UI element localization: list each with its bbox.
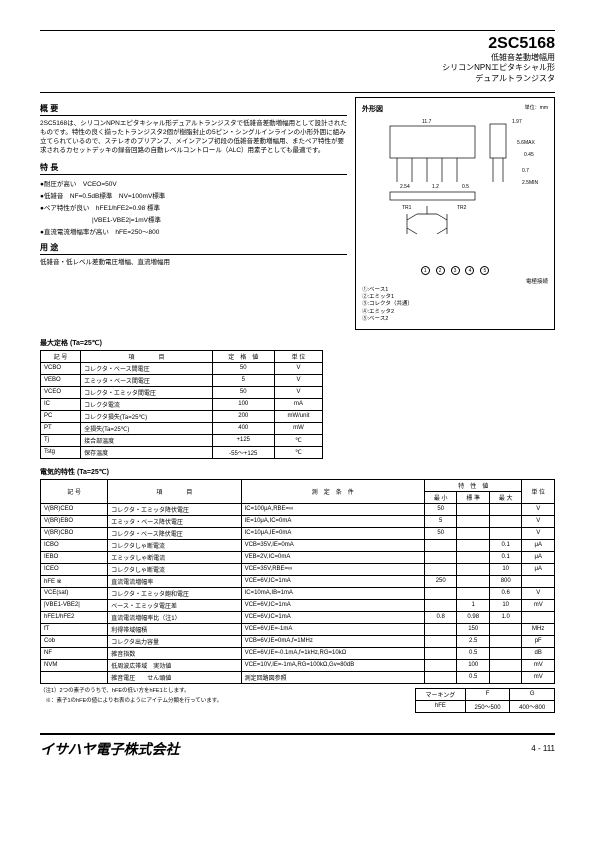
overview-text: 2SC5168は、シリコンNPNエピタキシャル形デュアルトランジスタで低雑音差動…	[40, 119, 347, 155]
svg-text:0.7: 0.7	[522, 168, 529, 174]
feature-item: ●ペア特性が良い hFE1/hFE2=0.98 標準	[40, 202, 347, 212]
header: 2SC5168 低雑音差動増幅用 シリコンNPNエピタキシャル形 デュアルトラン…	[40, 35, 555, 84]
outline-unit: 単位：mm	[525, 104, 548, 114]
header-rule	[40, 92, 555, 93]
abs-max-title: 最大定格 (Ta=25℃)	[40, 338, 555, 348]
pin-4: 4	[465, 266, 474, 275]
part-number: 2SC5168	[40, 35, 555, 53]
pin-5: 5	[480, 266, 489, 275]
feature-item: ●直流電流増幅率が高い hFE=250～800	[40, 226, 347, 236]
svg-text:2.54: 2.54	[400, 184, 410, 190]
svg-text:TR1: TR1	[402, 205, 412, 211]
svg-text:11.7: 11.7	[422, 119, 432, 125]
feature-item: |VBE1-VBE2|=1mV標準	[40, 214, 347, 224]
abs-max-table: 記 号 項 目 定 格 値 単 位 VCBOコレクタ・ベース間電圧50VVEBO…	[40, 350, 323, 459]
pin-1: 1	[421, 266, 430, 275]
left-column: 概 要 2SC5168は、シリコンNPNエピタキシャル形デュアルトランジスタで低…	[40, 97, 347, 330]
svg-text:1.97: 1.97	[512, 119, 522, 125]
subtitle-1: 低雑音差動増幅用	[40, 53, 555, 63]
pin-3: 3	[451, 266, 460, 275]
pin-row: 1 2 3 4 5	[362, 266, 548, 275]
package-diagram: 11.7 1.97 5.6MAX 2.54 1.2 0.5 0.7 0.45 2…	[362, 114, 548, 264]
company-name: イサハヤ電子株式会社	[40, 739, 179, 759]
footer: イサハヤ電子株式会社 4 - 111	[40, 739, 555, 759]
footer-rule	[40, 733, 555, 735]
svg-text:0.45: 0.45	[524, 152, 534, 158]
applications-title: 用 途	[40, 242, 347, 255]
svg-text:TR2: TR2	[457, 205, 467, 211]
subtitle-2: シリコンNPNエピタキシャル形	[40, 63, 555, 73]
svg-text:5.6MAX: 5.6MAX	[517, 140, 535, 146]
pin-2: 2	[436, 266, 445, 275]
features-title: 特 長	[40, 162, 347, 175]
elec-table: 記 号 項 目 測 定 条 件 特 性 値 単 位 最 小 標 準 最 大 V(…	[40, 479, 555, 684]
overview-title: 概 要	[40, 103, 347, 116]
page-number: 4 - 111	[531, 744, 555, 753]
feature-item: ●低雑音 NF=0.5dB標準 NV=100mV標準	[40, 190, 347, 200]
note-2: ※：素子1のhFEの値により右表のようにアイテム分類を行っています。	[40, 696, 222, 704]
applications-text: 低雑音・低レベル差動電圧増幅、直流増幅用	[40, 258, 347, 267]
outline-title: 外形図	[362, 104, 383, 114]
subtitle-3: デュアルトランジスタ	[40, 74, 555, 84]
marking-table: マーキング F G hFE 250～500 400～800	[415, 688, 555, 713]
elec-title: 電気的特性 (Ta=25℃)	[40, 467, 555, 477]
svg-text:1.2: 1.2	[432, 184, 439, 190]
feature-item: ●耐圧が高い VCEO=50V	[40, 178, 347, 188]
svg-text:0.5: 0.5	[462, 184, 469, 190]
note-1: （注1）2つの素子のうちで、hFEの低い方をhFE1とします。	[40, 686, 222, 694]
top-rule	[40, 30, 555, 31]
pin-legend: ①:ベース1 ②:エミッタ1 ③:コレクタ（共通） ④:エミッタ2 ⑤:ベース2	[362, 287, 548, 323]
outline-box: 外形図 単位：mm	[355, 97, 555, 330]
pin-note: 電極接続	[362, 277, 548, 285]
svg-text:2.5MIN: 2.5MIN	[522, 180, 539, 186]
